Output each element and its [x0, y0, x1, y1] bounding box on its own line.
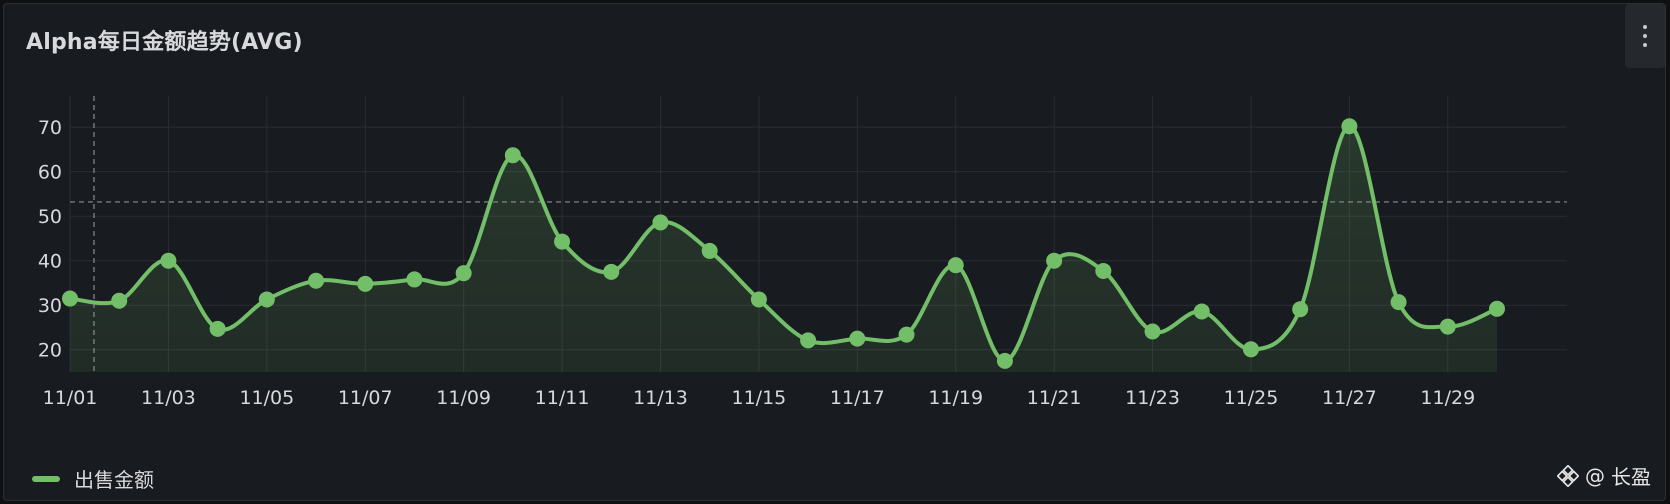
- data-point[interactable]: [209, 320, 226, 337]
- data-point[interactable]: [652, 214, 669, 231]
- x-tick-label: 11/15: [732, 387, 787, 409]
- data-point[interactable]: [898, 326, 915, 343]
- data-point[interactable]: [111, 292, 128, 309]
- series-area: [70, 126, 1497, 373]
- legend-label: 出售金额: [74, 468, 154, 492]
- series-points[interactable]: [62, 118, 1505, 369]
- more-vertical-icon: [1643, 25, 1647, 47]
- data-point[interactable]: [1095, 262, 1112, 279]
- data-point[interactable]: [62, 290, 78, 307]
- data-point[interactable]: [406, 271, 423, 288]
- data-point[interactable]: [1489, 300, 1505, 317]
- x-tick-label: 11/05: [239, 387, 294, 409]
- chart-guides: [70, 96, 1567, 372]
- data-point[interactable]: [308, 272, 325, 289]
- data-point[interactable]: [455, 265, 472, 282]
- x-tick-label: 11/07: [338, 387, 393, 409]
- watermark: @ 长盈: [1557, 461, 1651, 490]
- x-tick-label: 11/25: [1224, 387, 1279, 409]
- x-tick-label: 11/19: [928, 387, 983, 409]
- data-point[interactable]: [554, 233, 571, 250]
- data-point[interactable]: [1144, 323, 1161, 340]
- x-tick-label: 11/27: [1322, 387, 1377, 409]
- x-tick-label: 11/11: [535, 387, 590, 409]
- data-point[interactable]: [1046, 252, 1063, 269]
- watermark-text: 长盈: [1611, 465, 1651, 489]
- data-point[interactable]: [504, 147, 521, 164]
- data-point[interactable]: [1390, 294, 1407, 311]
- watermark-at: @: [1585, 463, 1605, 488]
- data-point[interactable]: [750, 291, 767, 308]
- data-point[interactable]: [1292, 301, 1309, 318]
- y-tick-label: 50: [38, 206, 62, 228]
- y-axis: 20 30 40 50 60 70: [38, 117, 62, 362]
- x-axis: 11/01 11/03 11/05 11/07 11/09 11/11 11/13 11/15…: [43, 387, 1476, 409]
- x-tick-label: 11/23: [1125, 387, 1180, 409]
- panel-title: Alpha每日金额趋势(AVG): [26, 30, 303, 55]
- x-tick-label: 11/29: [1420, 387, 1475, 409]
- x-tick-label: 11/13: [633, 387, 688, 409]
- data-point[interactable]: [160, 252, 177, 269]
- x-tick-label: 11/03: [141, 387, 196, 409]
- panel-menu-button[interactable]: [1625, 4, 1665, 68]
- y-tick-label: 40: [38, 251, 62, 273]
- data-point[interactable]: [701, 242, 718, 259]
- y-tick-label: 20: [38, 340, 62, 362]
- data-point[interactable]: [1341, 118, 1358, 135]
- x-tick-label: 11/21: [1027, 387, 1082, 409]
- data-point[interactable]: [258, 291, 275, 308]
- x-tick-label: 11/01: [43, 387, 98, 409]
- y-tick-label: 70: [38, 117, 62, 139]
- x-tick-label: 11/09: [436, 387, 491, 409]
- binance-logo-icon: [1557, 464, 1579, 487]
- series-area-fill: [70, 126, 1497, 373]
- chart-panel: Alpha每日金额趋势(AVG) 20 30 40 50 60 70 11/01 11/03…: [3, 3, 1666, 501]
- legend-swatch: [32, 475, 60, 482]
- data-point[interactable]: [1242, 341, 1259, 358]
- y-tick-label: 30: [38, 295, 62, 317]
- y-tick-label: 60: [38, 162, 62, 184]
- data-point[interactable]: [947, 257, 964, 274]
- data-point[interactable]: [603, 263, 620, 280]
- data-point[interactable]: [849, 330, 866, 347]
- data-point[interactable]: [996, 352, 1013, 369]
- legend-item[interactable]: 出售金额: [32, 464, 154, 493]
- data-point[interactable]: [1439, 318, 1456, 335]
- data-point[interactable]: [1193, 303, 1210, 320]
- data-point[interactable]: [800, 332, 817, 349]
- x-tick-label: 11/17: [830, 387, 885, 409]
- data-point[interactable]: [357, 275, 374, 292]
